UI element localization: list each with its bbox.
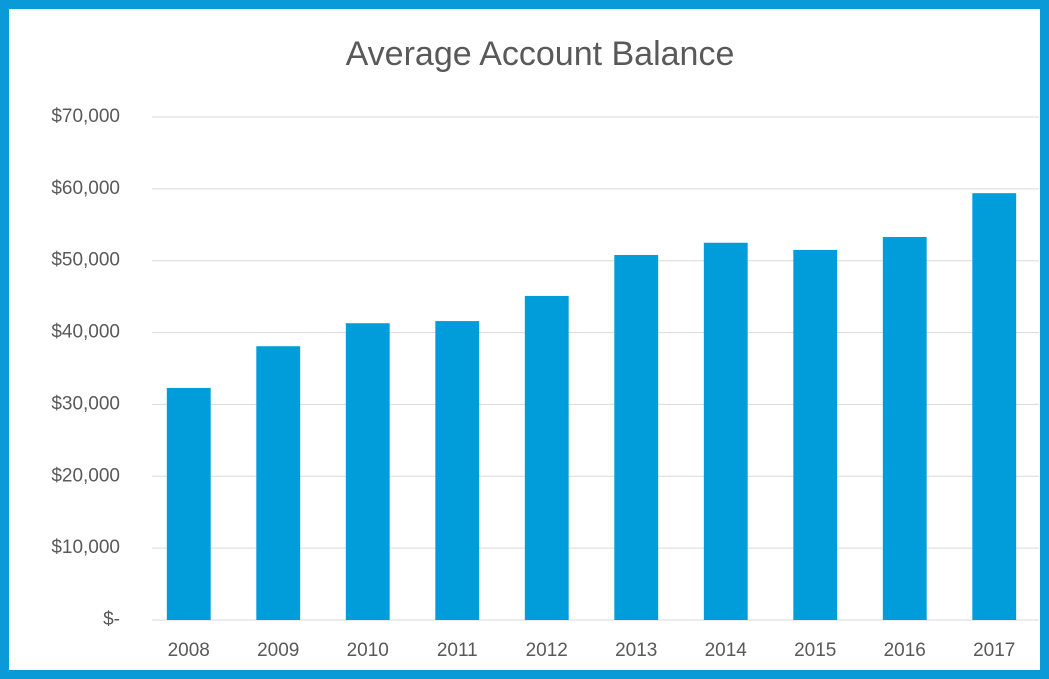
- bar: [703, 242, 748, 620]
- bar: [435, 321, 480, 620]
- x-tick-label: 2015: [794, 640, 836, 661]
- bar: [256, 346, 301, 620]
- x-tick-label: 2012: [526, 640, 568, 661]
- bar: [166, 387, 211, 620]
- x-tick-label: 2010: [347, 640, 389, 661]
- x-tick-label: 2009: [257, 640, 299, 661]
- y-tick-label: $50,000: [51, 250, 120, 271]
- x-tick-label: 2011: [437, 640, 478, 661]
- bar: [614, 254, 659, 621]
- y-tick-label: $70,000: [51, 106, 120, 127]
- y-tick-label: $60,000: [51, 178, 120, 199]
- bar: [972, 193, 1017, 620]
- y-tick-label: $40,000: [51, 322, 120, 343]
- x-tick-label: 2016: [884, 640, 926, 661]
- bar: [793, 249, 838, 620]
- bar: [524, 295, 569, 620]
- bar: [345, 323, 390, 620]
- x-tick-label: 2008: [168, 640, 210, 661]
- x-tick-label: 2014: [705, 640, 748, 661]
- x-tick-label: 2013: [615, 640, 657, 661]
- chart-title: Average Account Balance: [346, 35, 735, 73]
- x-tick-label: 2017: [973, 640, 1015, 661]
- y-tick-label: $10,000: [51, 537, 120, 558]
- y-tick-label: $30,000: [51, 393, 120, 414]
- y-tick-label: $20,000: [51, 465, 120, 486]
- y-tick-label: $-: [103, 609, 120, 630]
- bar: [882, 237, 927, 620]
